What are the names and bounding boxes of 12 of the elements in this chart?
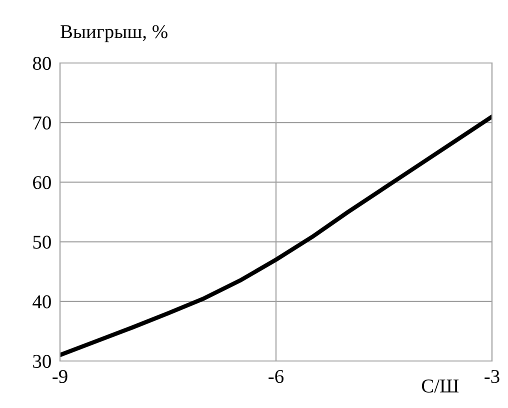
y-tick-label: 70	[34, 116, 51, 130]
line-series	[60, 114, 492, 358]
x-tick-label: -6	[268, 370, 284, 384]
y-tick-label: 80	[32, 56, 51, 70]
y-tick-label: 30	[33, 354, 51, 368]
y-axis-title: Выигрыш, %	[60, 25, 168, 42]
x-tick-label: -3	[484, 370, 500, 384]
y-tick-label: 60	[33, 176, 51, 190]
x-tick-label: -9	[52, 370, 68, 384]
x-axis-title: С/Ш	[422, 379, 459, 393]
y-tick-label: 50	[33, 236, 51, 249]
y-tick-label: 40	[32, 295, 51, 308]
